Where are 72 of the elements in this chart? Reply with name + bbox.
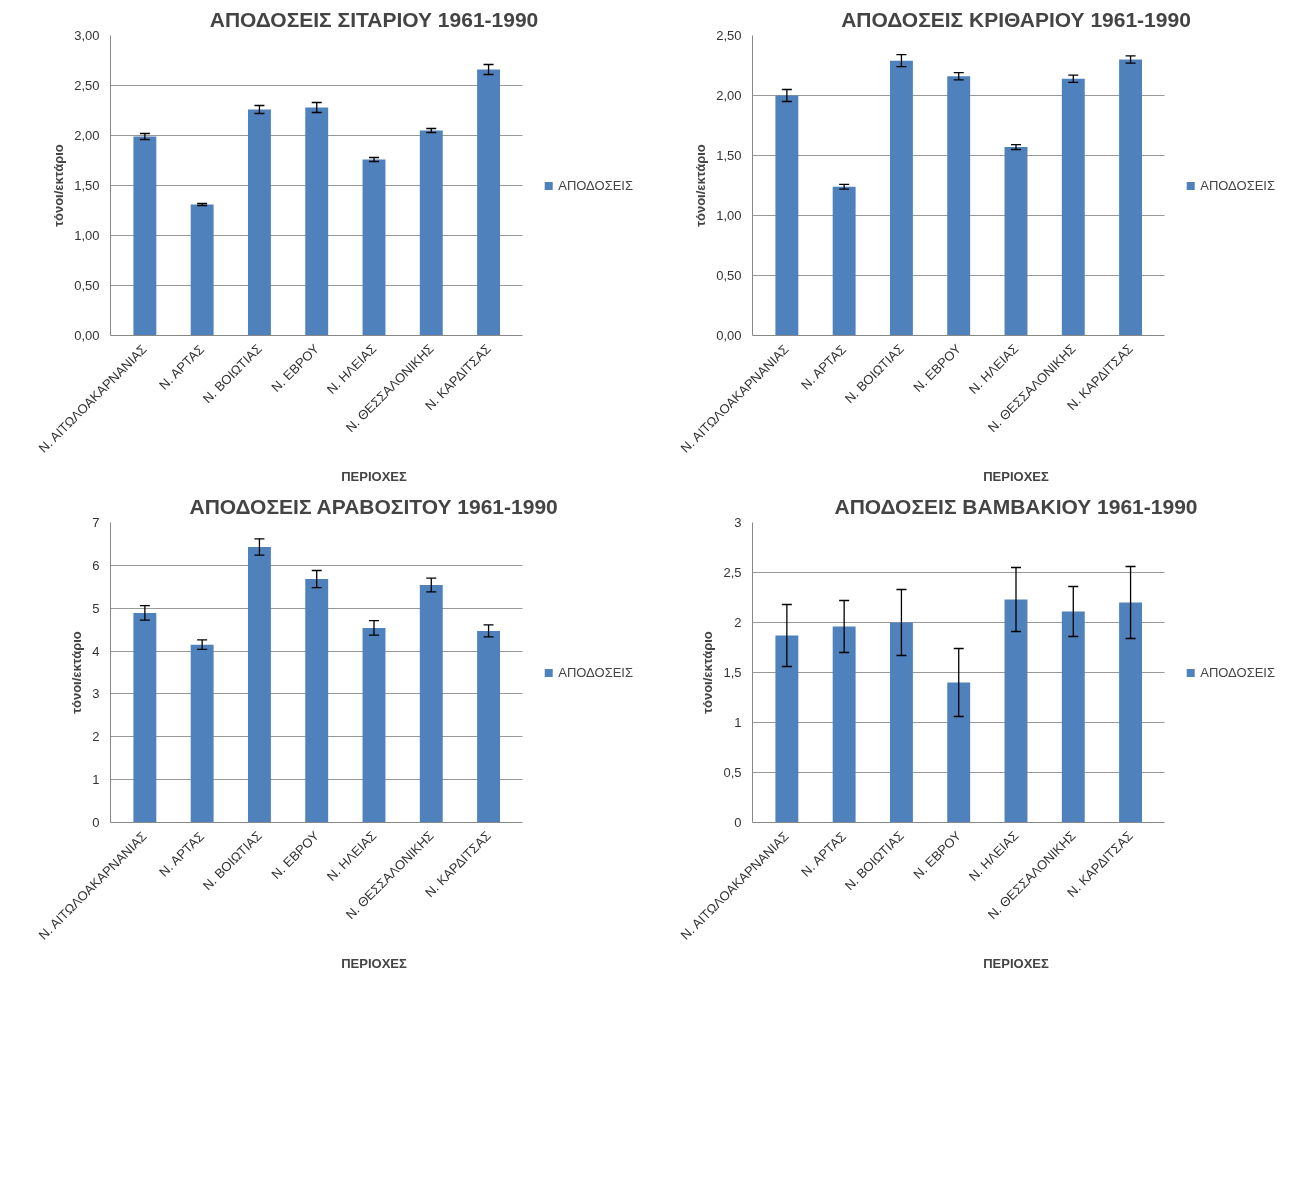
y-tick-label: 0,50: [74, 278, 100, 293]
bar: [832, 626, 856, 823]
bar: [477, 630, 501, 823]
bar: [190, 204, 214, 336]
bar: [247, 109, 271, 336]
bar: [832, 186, 856, 336]
bar: [190, 644, 214, 823]
y-tick-label: 1,00: [74, 228, 100, 243]
bar: [362, 159, 386, 336]
bar: [1004, 599, 1028, 823]
chart-title: ΑΠΟΔΟΣΕΙΣ ΒΑΜΒΑΚΙΟΥ 1961-1990: [834, 494, 1198, 518]
chart-title: ΑΠΟΔΟΣΕΙΣ ΚΡΙΘΑΡΙΟΥ 1961-1990: [841, 7, 1191, 31]
chart-title: ΑΠΟΔΟΣΕΙΣ ΣΙΤΑΡΙΟΥ 1961-1990: [209, 7, 539, 31]
x-axis-title: ΠΕΡΙΟΧΕΣ: [341, 469, 407, 485]
bar: [1119, 602, 1143, 823]
bar: [1004, 147, 1028, 336]
y-tick-label: 0,5: [723, 765, 742, 780]
y-axis-title: τόνοι/εκτάριο: [693, 144, 709, 227]
y-tick-label: 2,00: [716, 88, 742, 103]
bar: [133, 136, 157, 336]
chart-title: ΑΠΟΔΟΣΕΙΣ ΑΡΑΒΟΣΙΤΟΥ 1961-1990: [189, 494, 558, 518]
y-tick-label: 3,00: [74, 28, 100, 43]
y-tick-label: 0,50: [716, 268, 742, 283]
bar: [1061, 611, 1085, 823]
y-tick-label: 1,00: [716, 208, 742, 223]
x-axis-title: ΠΕΡΙΟΧΕΣ: [983, 956, 1049, 972]
y-tick-label: 3: [734, 515, 742, 530]
y-tick-label: 6: [92, 557, 100, 573]
legend-label: ΑΠΟΔΟΣΕΙΣ: [558, 664, 633, 680]
y-tick-label: 3: [92, 686, 100, 702]
bar: [775, 635, 799, 823]
bar: [947, 682, 971, 823]
y-tick-label: 1,50: [716, 148, 742, 163]
bar: [477, 69, 501, 336]
bar: [889, 622, 913, 823]
y-tick-label: 0: [92, 815, 100, 830]
bar: [305, 107, 329, 336]
y-tick-label: 7: [92, 515, 100, 530]
y-tick-label: 2,50: [74, 78, 100, 93]
legend-label: ΑΠΟΔΟΣΕΙΣ: [1200, 177, 1275, 193]
y-tick-label: 0: [734, 815, 742, 830]
bar: [775, 95, 799, 336]
y-tick-label: 2: [734, 615, 742, 630]
y-axis-title: τόνοι/εκτάριο: [700, 631, 716, 714]
y-tick-label: 0,00: [716, 328, 742, 343]
bar: [419, 130, 443, 336]
y-tick-label: 0,00: [74, 328, 100, 343]
y-tick-label: 4: [92, 643, 100, 659]
bar: [889, 60, 913, 336]
y-axis-title: τόνοι/εκτάριο: [51, 144, 67, 227]
y-tick-label: 1: [92, 772, 100, 788]
x-axis-title: ΠΕΡΙΟΧΕΣ: [341, 956, 407, 972]
bar: [305, 579, 329, 823]
bar: [1119, 59, 1143, 336]
bar: [362, 627, 386, 823]
legend-label: ΑΠΟΔΟΣΕΙΣ: [558, 177, 633, 193]
bar: [247, 546, 271, 823]
y-tick-label: 2,50: [716, 28, 742, 43]
y-tick-label: 2,5: [723, 565, 742, 580]
bar: [419, 585, 443, 823]
y-tick-label: 2: [92, 729, 100, 745]
bar: [947, 76, 971, 336]
y-tick-label: 1,50: [74, 178, 100, 193]
y-tick-label: 2,00: [74, 128, 100, 143]
bar: [1061, 78, 1085, 336]
y-axis-title: τόνοι/εκτάριο: [69, 631, 85, 714]
y-tick-label: 5: [92, 600, 100, 616]
legend-label: ΑΠΟΔΟΣΕΙΣ: [1200, 664, 1275, 680]
y-tick-label: 1,5: [723, 665, 742, 680]
x-axis-title: ΠΕΡΙΟΧΕΣ: [983, 469, 1049, 485]
y-tick-label: 1: [734, 715, 742, 730]
bar: [133, 612, 157, 823]
